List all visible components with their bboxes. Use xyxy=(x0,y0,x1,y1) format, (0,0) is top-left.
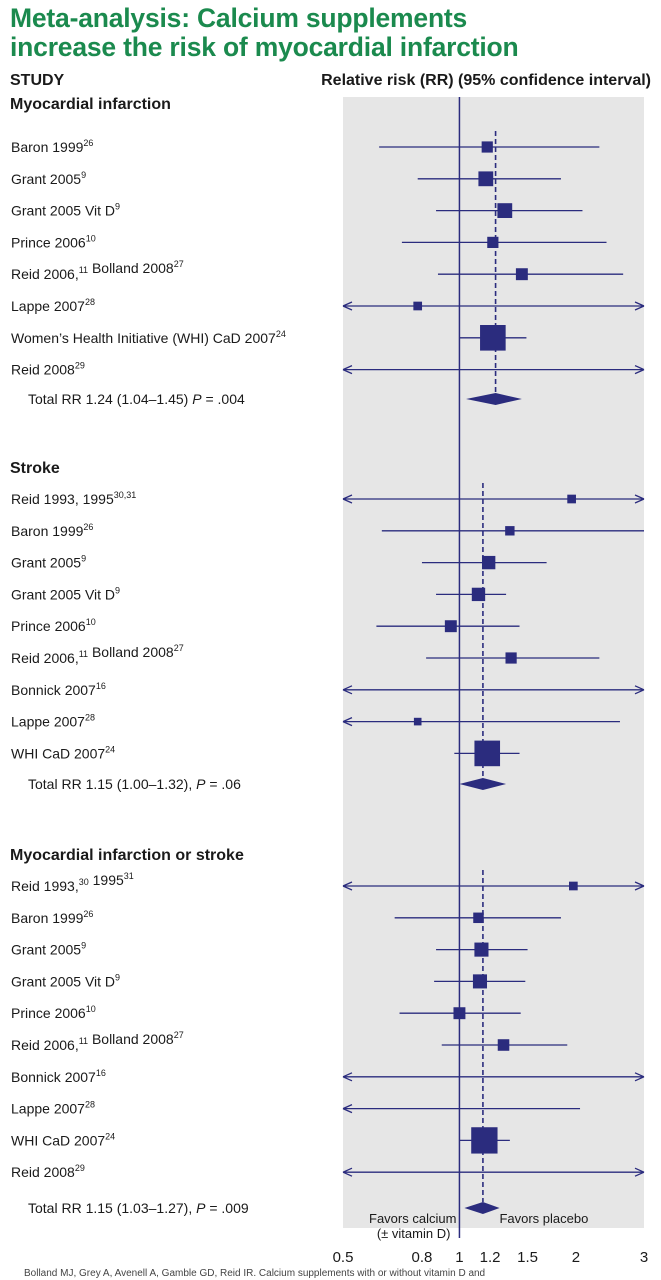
study-label: Lappe 200728 xyxy=(11,1100,95,1117)
study-label: Bonnick 200716 xyxy=(11,681,106,698)
ci-arrow-right xyxy=(634,301,645,311)
study-label: Grant 2005 Vit D9 xyxy=(11,972,120,989)
pooled-diamond xyxy=(466,393,522,405)
point-estimate xyxy=(515,268,528,281)
pooled-diamond xyxy=(464,1202,500,1214)
study-label: Baron 199926 xyxy=(11,138,93,155)
x-tick-label: 3 xyxy=(640,1249,648,1266)
ci-arrow-left xyxy=(342,365,353,375)
study-label: Grant 2005 Vit D9 xyxy=(11,585,120,602)
ci-arrow-right xyxy=(634,1167,645,1177)
group-2-total-label: Total RR 1.15 (1.00–1.32), P = .06 xyxy=(28,776,241,792)
chart-title: Meta-analysis: Calcium supplements incre… xyxy=(10,4,650,62)
favors-placebo-label: Favors placebo xyxy=(499,1211,588,1226)
point-estimate xyxy=(474,942,489,957)
title-line-1: Meta-analysis: Calcium supplements xyxy=(10,3,468,33)
study-label: Reid 200829 xyxy=(11,1163,85,1180)
study-label: Reid 2006,11 Bolland 200827 xyxy=(11,643,184,666)
ci-arrow-left xyxy=(342,301,353,311)
point-estimate xyxy=(487,236,499,248)
point-estimate xyxy=(481,555,496,570)
ci-arrow-left xyxy=(342,881,353,891)
x-tick-label: 2 xyxy=(572,1249,580,1266)
group-1-total-label: Total RR 1.24 (1.04–1.45) P = .004 xyxy=(28,391,245,407)
point-estimate xyxy=(478,171,494,187)
study-label: Prince 200610 xyxy=(11,233,96,250)
favors-calcium-label: Favors calcium xyxy=(369,1211,456,1226)
x-tick-label: 1.5 xyxy=(517,1249,538,1266)
study-label: Reid 2006,11 Bolland 200827 xyxy=(11,1030,184,1053)
point-estimate xyxy=(480,325,506,351)
study-column-header: STUDY xyxy=(10,72,65,89)
ci-arrow-right xyxy=(634,1072,645,1082)
x-tick-label: 0.5 xyxy=(333,1249,354,1266)
x-tick-label: 1.2 xyxy=(480,1249,501,1266)
ci-arrow-right xyxy=(634,494,645,504)
point-estimate xyxy=(497,203,513,218)
ci-arrow-left xyxy=(342,1167,353,1177)
group-2-heading: Stroke xyxy=(10,460,60,477)
title-line-2: increase the risk of myocardial infarcti… xyxy=(10,32,519,62)
plot-panel xyxy=(343,97,644,1228)
x-tick-label: 1 xyxy=(455,1249,463,1266)
study-label: Reid 200829 xyxy=(11,361,85,378)
point-estimate xyxy=(497,1039,510,1051)
study-label: Baron 199926 xyxy=(11,909,93,926)
study-label: Prince 200610 xyxy=(11,617,96,634)
point-estimate xyxy=(567,494,576,504)
study-label: Lappe 200728 xyxy=(11,713,95,730)
study-label: Grant 20059 xyxy=(11,554,86,571)
group-3-total-label: Total RR 1.15 (1.03–1.27), P = .009 xyxy=(28,1200,249,1216)
point-estimate xyxy=(481,141,493,153)
ci-arrow-right xyxy=(634,685,645,695)
citation-footer: Bolland MJ, Grey A, Avenell A, Gamble GD… xyxy=(24,1268,486,1279)
point-estimate xyxy=(505,652,517,664)
point-estimate xyxy=(471,587,486,602)
point-estimate xyxy=(413,301,423,311)
study-label: Grant 20059 xyxy=(11,170,86,187)
ci-arrow-left xyxy=(342,685,353,695)
ci-arrow-left xyxy=(342,717,353,727)
study-label: Grant 20059 xyxy=(11,941,86,958)
group-3-heading: Myocardial infarction or stroke xyxy=(10,847,244,864)
ci-arrow-left xyxy=(342,494,353,504)
point-estimate xyxy=(413,717,422,726)
study-label: Lappe 200728 xyxy=(11,297,95,314)
point-estimate xyxy=(474,740,501,767)
point-estimate xyxy=(473,912,484,924)
study-label: Reid 2006,11 Bolland 200827 xyxy=(11,259,184,282)
ci-arrow-right xyxy=(634,365,645,375)
study-label: Reid 1993,30 199531 xyxy=(11,871,134,894)
point-estimate xyxy=(471,1127,498,1154)
pooled-diamond xyxy=(459,778,507,790)
study-label: WHI CaD 200724 xyxy=(11,1131,115,1148)
study-label: Baron 199926 xyxy=(11,522,93,539)
group-1-heading: Myocardial infarction xyxy=(10,96,171,113)
favors-calcium-sublabel: (± vitamin D) xyxy=(377,1226,451,1241)
study-label: Reid 1993, 199530,31 xyxy=(11,490,136,507)
point-estimate xyxy=(472,974,488,989)
ci-arrow-left xyxy=(342,1104,353,1114)
study-label: Bonnick 200716 xyxy=(11,1068,106,1085)
rr-column-header: Relative risk (RR) (95% confidence inter… xyxy=(321,72,651,89)
study-label: Prince 200610 xyxy=(11,1004,96,1021)
ci-arrow-right xyxy=(634,881,645,891)
x-tick-label: 0.8 xyxy=(412,1249,433,1266)
study-label: WHI CaD 200724 xyxy=(11,744,115,761)
point-estimate xyxy=(505,526,515,536)
study-label: Grant 2005 Vit D9 xyxy=(11,202,120,219)
study-label: Women’s Health Initiative (WHI) CaD 2007… xyxy=(11,329,286,346)
ci-arrow-left xyxy=(342,1072,353,1082)
point-estimate xyxy=(569,881,578,891)
point-estimate xyxy=(444,620,457,633)
